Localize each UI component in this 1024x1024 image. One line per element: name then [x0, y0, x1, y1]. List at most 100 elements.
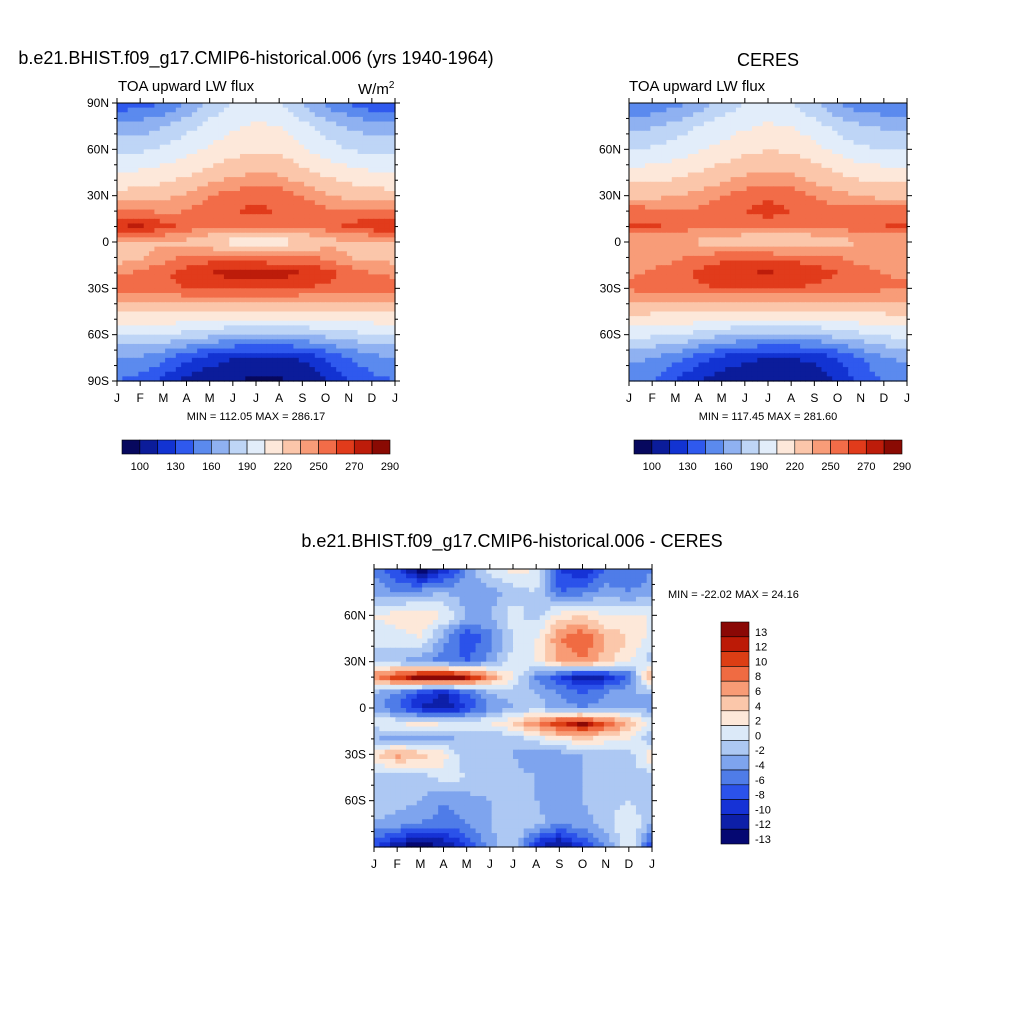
heatmap-cell: [384, 376, 391, 382]
heatmap-cell: [234, 200, 241, 206]
heatmap-cell: [789, 195, 796, 201]
heatmap-cell: [207, 246, 214, 252]
heatmap-cell: [138, 265, 145, 271]
heatmap-cell: [634, 135, 641, 141]
heatmap-cell: [117, 330, 123, 336]
heatmap-cell: [368, 334, 375, 340]
heatmap-cell: [277, 232, 284, 238]
heatmap-cell: [117, 292, 123, 299]
heatmap-cell: [159, 191, 166, 197]
heatmap-cell: [175, 265, 182, 271]
heatmap-cell: [735, 112, 742, 118]
heatmap-cell: [698, 246, 705, 252]
heatmap-cell: [191, 112, 198, 118]
heatmap-cell: [330, 371, 337, 377]
heatmap-cell: [304, 186, 311, 192]
heatmap-cell: [207, 237, 214, 243]
heatmap-cell: [197, 223, 204, 229]
heatmap-cell: [368, 209, 375, 215]
heatmap-cell: [272, 348, 278, 354]
heatmap-cell: [165, 153, 172, 160]
heatmap-cell: [639, 218, 646, 225]
heatmap-cell: [693, 112, 700, 118]
heatmap-cell: [239, 223, 246, 229]
heatmap-cell: [149, 348, 156, 354]
heatmap-cell: [842, 246, 849, 252]
heatmap-cell: [837, 228, 844, 234]
heatmap-cell: [213, 260, 220, 266]
heatmap-cell: [277, 246, 284, 252]
heatmap-cell: [256, 135, 262, 141]
heatmap-cell: [133, 191, 139, 197]
heatmap-cell: [778, 153, 785, 160]
heatmap-cell: [853, 191, 860, 197]
heatmap-cell: [837, 103, 844, 109]
heatmap-cell: [864, 177, 871, 183]
heatmap-cell: [848, 177, 855, 183]
heatmap-cell: [901, 103, 908, 109]
heatmap-cell: [181, 260, 188, 266]
heatmap-cell: [874, 140, 881, 146]
heatmap-cell: [768, 140, 774, 146]
heatmap-cell: [751, 116, 758, 123]
heatmap-cell: [197, 376, 204, 382]
heatmap-cell: [741, 130, 748, 137]
heatmap-cell: [768, 200, 774, 206]
heatmap-cell: [197, 348, 204, 354]
heatmap-cell: [373, 242, 380, 248]
heatmap-cell: [245, 158, 252, 164]
heatmap-cell: [133, 311, 139, 317]
heatmap-cell: [223, 242, 230, 248]
heatmap-cell: [298, 316, 305, 322]
heatmap-cell: [709, 135, 716, 141]
heatmap-cell: [213, 153, 220, 160]
heatmap-cell: [853, 228, 860, 234]
heatmap-cell: [213, 126, 220, 132]
heatmap-cell: [725, 130, 732, 137]
heatmap-cell: [346, 246, 353, 252]
heatmap-cell: [304, 334, 311, 340]
heatmap-cell: [245, 288, 252, 294]
heatmap-cell: [901, 204, 908, 211]
heatmap-cell: [874, 172, 881, 178]
heatmap-cell: [223, 223, 230, 229]
heatmap-cell: [837, 172, 844, 178]
heatmap-cell: [725, 144, 732, 150]
heatmap-cell: [805, 144, 812, 150]
heatmap-cell: [639, 144, 646, 150]
heatmap-cell: [714, 223, 721, 229]
heatmap-cell: [639, 135, 646, 141]
heatmap-cell: [122, 204, 129, 211]
heatmap-cell: [858, 121, 865, 127]
heatmap-cell: [223, 103, 230, 109]
heatmap-cell: [213, 279, 220, 285]
heatmap-cell: [181, 144, 188, 150]
heatmap-cell: [389, 334, 396, 340]
heatmap-cell: [282, 274, 289, 280]
heatmap-cell: [218, 144, 225, 150]
heatmap-cell: [261, 371, 268, 377]
heatmap-cell: [191, 214, 198, 220]
heatmap-cell: [304, 126, 311, 132]
heatmap-cell: [159, 121, 166, 127]
heatmap-cell: [266, 218, 273, 225]
heatmap-cell: [864, 223, 871, 229]
heatmap-cell: [282, 269, 289, 276]
heatmap-cell: [256, 172, 262, 178]
heatmap-cell: [629, 214, 635, 220]
heatmap-cell: [298, 167, 305, 174]
heatmap-cell: [170, 242, 177, 248]
heatmap-cell: [197, 177, 204, 183]
heatmap-cell: [751, 255, 758, 262]
heatmap-cell: [725, 149, 732, 155]
heatmap-cell: [837, 107, 844, 113]
heatmap-cell: [256, 149, 262, 155]
heatmap-cell: [768, 228, 774, 234]
heatmap-cell: [389, 172, 396, 178]
heatmap-cell: [197, 218, 204, 225]
heatmap-cell: [389, 343, 396, 350]
heatmap-cell: [181, 195, 188, 201]
heatmap-cell: [159, 163, 166, 169]
heatmap-cell: [655, 200, 662, 206]
heatmap-cell: [671, 177, 678, 183]
